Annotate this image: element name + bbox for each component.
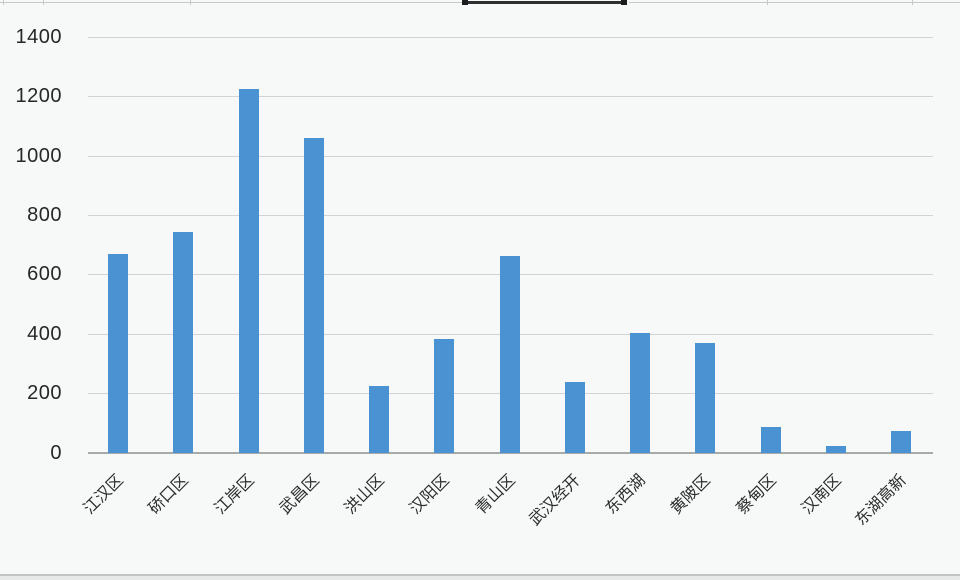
bar-青山区 <box>499 255 520 453</box>
bar-江岸区 <box>238 88 259 453</box>
cell-border-line <box>629 2 960 3</box>
selection-handle <box>462 0 468 5</box>
y-tick-label: 1000 <box>15 144 62 167</box>
y-tick-label: 1200 <box>15 85 62 108</box>
x-axis-line <box>88 451 933 454</box>
cell-border-tick <box>43 0 44 5</box>
selected-cell-border <box>466 1 623 4</box>
y-tick-label: 800 <box>27 204 62 227</box>
cell-border-tick <box>767 0 768 5</box>
cell-border-tick <box>3 0 4 5</box>
bar-汉阳区 <box>434 338 455 453</box>
bar-东湖高新 <box>891 430 911 453</box>
bar-江汉区 <box>108 253 128 453</box>
bar-黄陂区 <box>695 342 716 453</box>
bar-蔡甸区 <box>760 426 781 453</box>
bar-硚口区 <box>173 231 194 453</box>
gridline <box>88 215 933 217</box>
y-tick-label: 200 <box>27 382 62 405</box>
y-tick-label: 1400 <box>15 26 62 48</box>
y-tick-label: 600 <box>27 263 62 286</box>
bar-汉南区 <box>825 445 846 453</box>
y-tick-label: 0 <box>50 441 62 464</box>
gridline <box>88 155 933 157</box>
bar-洪山区 <box>369 385 389 453</box>
y-tick-label: 400 <box>27 322 62 345</box>
window-edge-strip <box>0 576 960 580</box>
bar-东西湖 <box>630 332 650 453</box>
bar-武昌区 <box>303 137 324 453</box>
cell-border-line <box>0 2 464 3</box>
selection-handle <box>621 0 627 5</box>
cell-border-tick <box>190 0 191 5</box>
cell-border-tick <box>912 0 913 5</box>
gridline <box>88 96 933 98</box>
chart-bottom-border <box>0 574 960 576</box>
bar-武汉经开 <box>564 381 585 453</box>
gridline <box>88 37 933 38</box>
